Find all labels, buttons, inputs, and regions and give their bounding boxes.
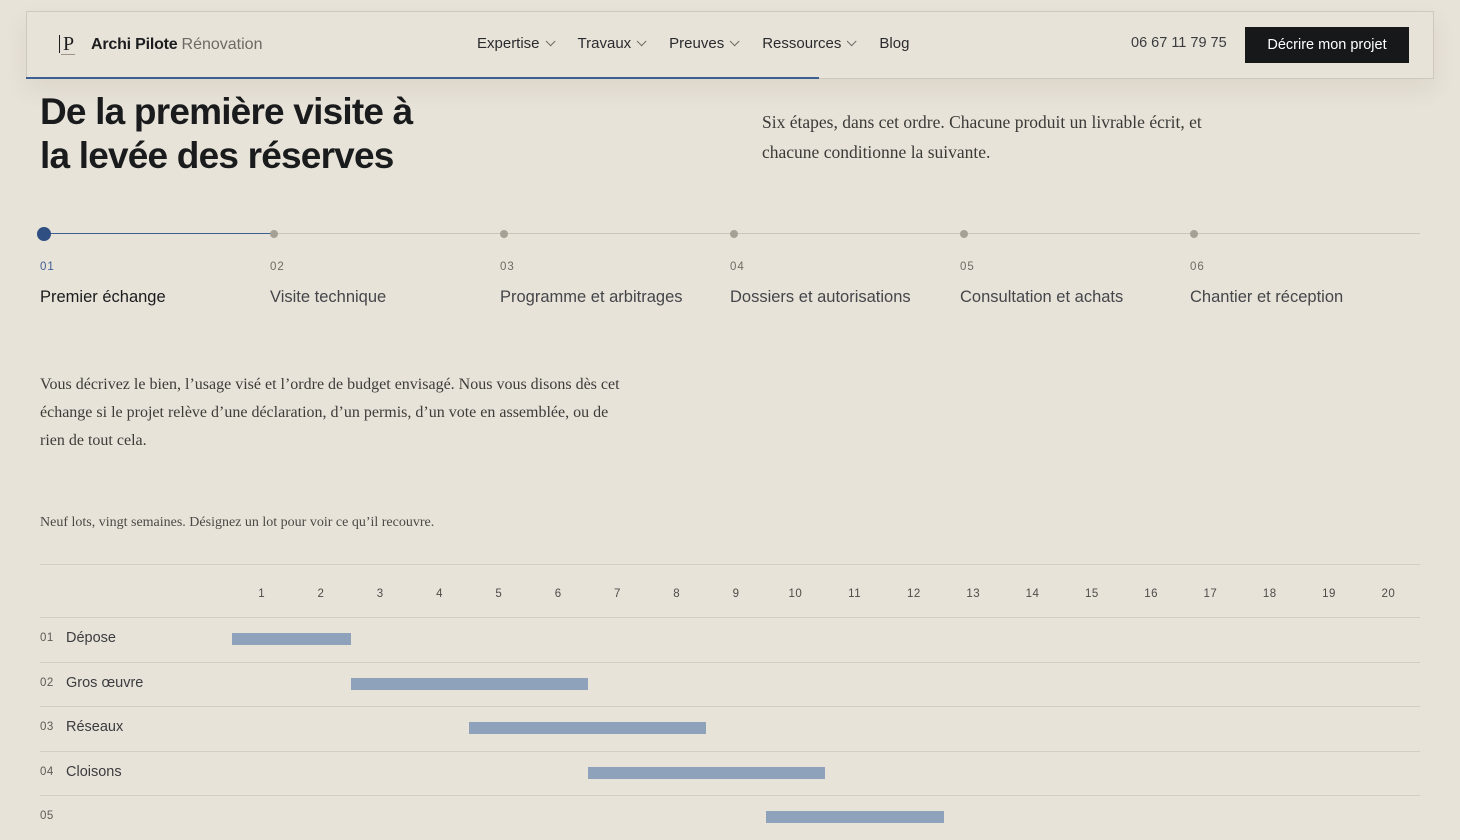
chevron-down-icon bbox=[847, 36, 857, 47]
week-label: 14 bbox=[1025, 588, 1040, 600]
intro-line-2: chacune conditionne la suivante. bbox=[762, 142, 991, 162]
step-number: 03 bbox=[500, 261, 515, 273]
step-dot bbox=[730, 230, 738, 238]
week-label: 11 bbox=[848, 588, 862, 600]
lot-bar[interactable] bbox=[587, 766, 825, 779]
week-label: 8 bbox=[673, 588, 681, 600]
description-line-1: Vous décrivez le bien, l’usage visé et l… bbox=[40, 376, 620, 393]
page-title: De la première visite à la levée des rés… bbox=[40, 90, 490, 178]
lot-number: 02 bbox=[40, 676, 54, 689]
description-line-3: rien de tout cela. bbox=[40, 432, 147, 449]
main-nav: Expertise Travaux Preuves Ressources Blo… bbox=[477, 35, 935, 52]
step-dot bbox=[1190, 230, 1198, 238]
week-label: 1 bbox=[258, 588, 266, 600]
description-line-2: échange si le projet relève d’une déclar… bbox=[40, 404, 609, 421]
gantt-caption: Neuf lots, vingt semaines. Désignez un l… bbox=[40, 515, 435, 530]
nav-label: Blog bbox=[879, 35, 910, 52]
step-label: Programme et arbitrages bbox=[500, 288, 683, 306]
step-description: Vous décrivez le bien, l’usage visé et l… bbox=[40, 371, 680, 455]
step-dot bbox=[37, 227, 51, 241]
week-label: 6 bbox=[554, 588, 562, 600]
week-label: 7 bbox=[613, 588, 621, 600]
gantt-row[interactable]: 05 bbox=[40, 795, 1420, 840]
chevron-down-icon bbox=[729, 36, 740, 47]
lot-number: 03 bbox=[40, 721, 54, 733]
step-label: Visite technique bbox=[270, 288, 387, 306]
lot-bar[interactable] bbox=[232, 633, 351, 645]
brand-logo[interactable]: P Archi Pilote Rénovation bbox=[57, 32, 262, 58]
lot-label: Gros œuvre bbox=[66, 674, 144, 691]
chevron-down-icon bbox=[636, 36, 647, 47]
brand-name: Archi Pilote bbox=[91, 36, 178, 53]
week-label: 9 bbox=[732, 588, 740, 600]
lot-label: Cloisons bbox=[66, 763, 122, 780]
step-label: Premier échange bbox=[40, 288, 166, 306]
steps-timeline: 01 Premier échange 02 Visite technique 0… bbox=[37, 222, 1420, 322]
week-label: 10 bbox=[788, 588, 803, 600]
week-label: 3 bbox=[376, 588, 384, 600]
step-label: Consultation et achats bbox=[960, 288, 1124, 306]
nav-label: Expertise bbox=[477, 35, 540, 52]
nav-ressources[interactable]: Ressources bbox=[762, 35, 857, 52]
nav-label: Ressources bbox=[762, 35, 842, 52]
lot-bar[interactable] bbox=[469, 722, 707, 734]
step-number: 01 bbox=[40, 261, 55, 273]
intro-text: Six étapes, dans cet ordre. Chacune prod… bbox=[762, 107, 1302, 167]
step-number: 02 bbox=[270, 261, 285, 273]
nav-expertise[interactable]: Expertise bbox=[477, 35, 556, 52]
lot-label: Dépose bbox=[66, 630, 116, 646]
lot-number: 04 bbox=[40, 765, 54, 778]
gantt-row[interactable]: 04 Cloisons bbox=[40, 750, 1420, 796]
nav-blog[interactable]: Blog bbox=[879, 35, 909, 52]
gantt-top-rule bbox=[40, 564, 1420, 565]
nav-travaux[interactable]: Travaux bbox=[577, 35, 647, 52]
scroll-progress-bar bbox=[26, 77, 819, 79]
phone-link[interactable]: 06 67 11 79 75 bbox=[1131, 35, 1227, 51]
week-label: 4 bbox=[436, 588, 443, 600]
lot-bar[interactable] bbox=[350, 677, 588, 690]
describe-project-button[interactable]: Décrire mon projet bbox=[1245, 27, 1409, 63]
week-label: 15 bbox=[1084, 588, 1099, 600]
step-label: Chantier et réception bbox=[1190, 288, 1344, 306]
intro-line-1: Six étapes, dans cet ordre. Chacune prod… bbox=[762, 112, 1202, 132]
week-label: 19 bbox=[1322, 588, 1336, 600]
gantt-row[interactable]: 01 Dépose bbox=[40, 617, 1420, 662]
logo-mark-icon: P bbox=[57, 32, 83, 58]
week-label: 16 bbox=[1144, 588, 1159, 600]
title-line-2: la levée des réserves bbox=[40, 135, 394, 176]
schedule-gantt: 1 2 3 4 5 6 7 8 9 10 11 12 13 14 15 16 17 18 19 20 01 Dépose 0… bbox=[40, 564, 1420, 824]
week-label: 17 bbox=[1203, 588, 1218, 600]
step-number: 04 bbox=[730, 261, 745, 273]
lot-number: 01 bbox=[40, 632, 54, 644]
chevron-down-icon bbox=[545, 36, 556, 47]
gantt-row[interactable]: 02 Gros œuvre bbox=[40, 661, 1420, 707]
nav-label: Travaux bbox=[577, 35, 632, 52]
step-number: 06 bbox=[1190, 261, 1205, 273]
week-label: 12 bbox=[907, 588, 921, 600]
week-label: 2 bbox=[317, 588, 325, 600]
gantt-row[interactable]: 03 Réseaux bbox=[40, 706, 1420, 751]
lot-label: Réseaux bbox=[66, 719, 124, 735]
nav-label: Preuves bbox=[669, 35, 725, 52]
site-header: P Archi Pilote Rénovation Expertise Trav… bbox=[26, 11, 1434, 79]
step-label: Dossiers et autorisations bbox=[730, 288, 911, 306]
step-dot bbox=[960, 230, 968, 238]
step-number: 05 bbox=[960, 261, 975, 273]
week-label: 13 bbox=[966, 588, 981, 600]
week-label: 5 bbox=[495, 588, 503, 600]
timeline-track-active bbox=[44, 233, 274, 234]
step-dot bbox=[500, 230, 508, 238]
nav-preuves[interactable]: Preuves bbox=[669, 35, 740, 52]
step-dot bbox=[270, 230, 278, 238]
lot-bar[interactable] bbox=[765, 811, 944, 823]
week-label: 18 bbox=[1262, 588, 1277, 600]
title-line-1: De la première visite à bbox=[40, 91, 413, 132]
week-label: 20 bbox=[1381, 588, 1396, 600]
brand-subtitle: Rénovation bbox=[181, 36, 263, 53]
